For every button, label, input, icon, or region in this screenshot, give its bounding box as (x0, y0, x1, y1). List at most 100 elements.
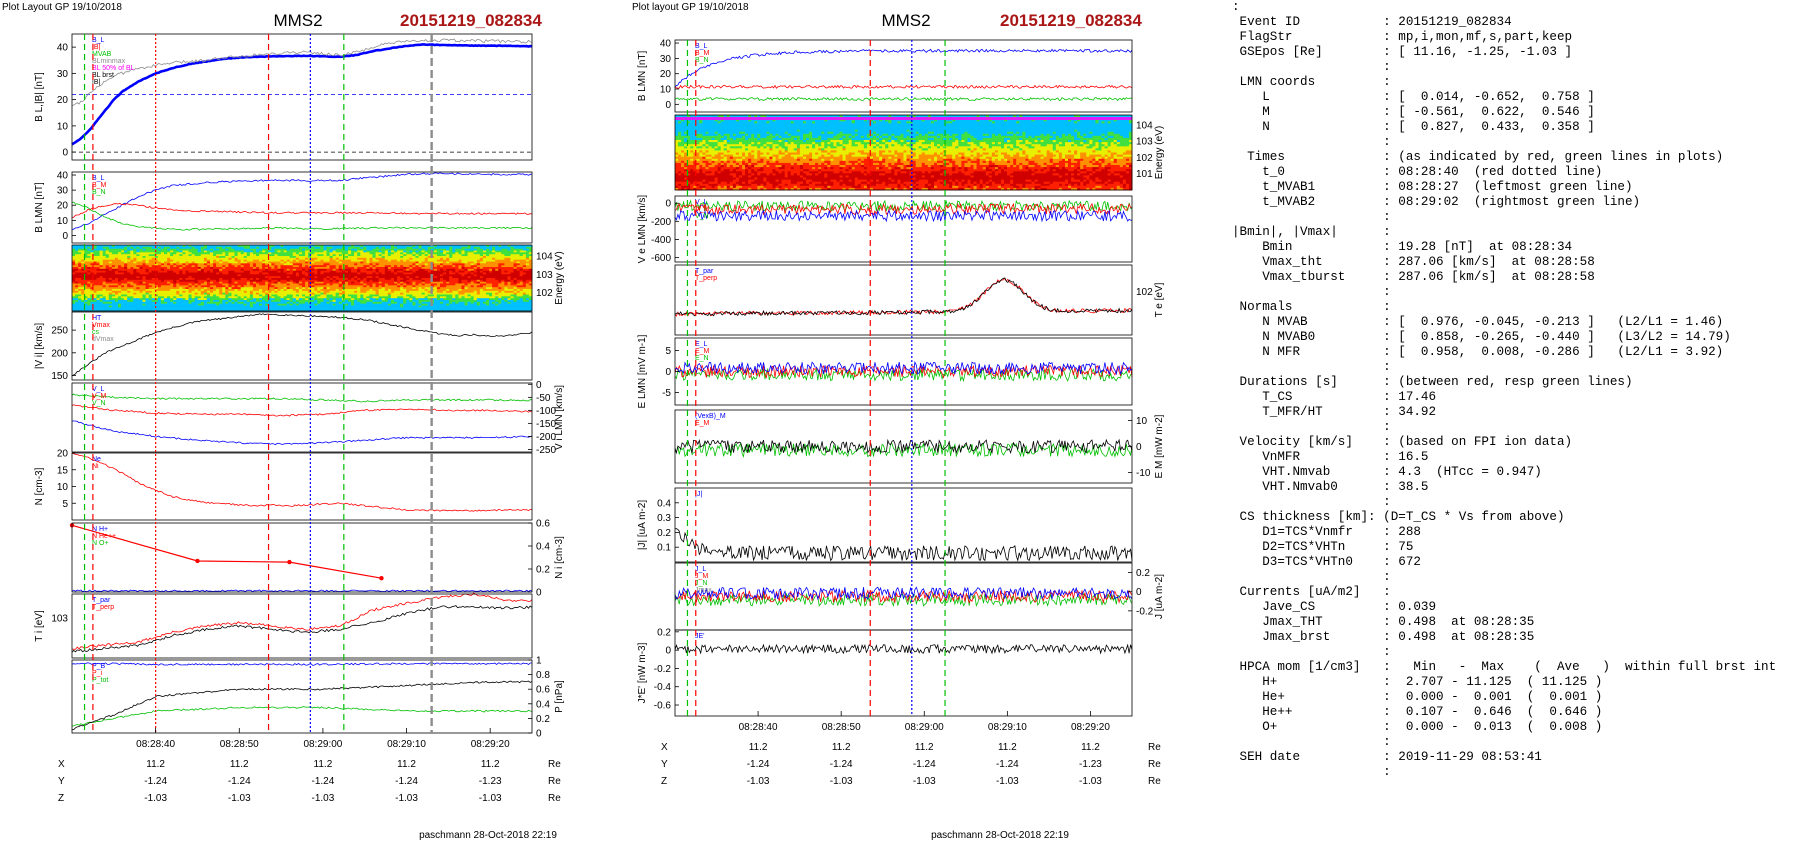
heatmap-cell (479, 272, 484, 275)
heatmap-cell (292, 294, 297, 297)
heatmap-cell (108, 272, 113, 275)
heatmap-cell (271, 309, 275, 312)
heatmap-cell (243, 267, 248, 270)
heatmap-cell (102, 287, 107, 290)
heatmap-cell (268, 281, 272, 284)
heatmap-cell (148, 307, 153, 310)
heatmap-cell (240, 250, 245, 253)
heatmap-cell (219, 256, 223, 259)
heatmap-cell (482, 303, 487, 306)
y-tick-label: 20 (57, 95, 69, 106)
heatmap-cell (400, 303, 404, 306)
heatmap-cell (262, 261, 266, 264)
heatmap-cell (256, 246, 260, 249)
heatmap-cell (148, 250, 153, 253)
heatmap-cell (295, 305, 300, 308)
heatmap-cell (329, 301, 334, 304)
heatmap-cell (99, 250, 104, 253)
heatmap-cell (369, 281, 373, 284)
heatmap-cell (277, 250, 281, 253)
heatmap-cell (354, 274, 358, 277)
heatmap-cell (268, 268, 272, 271)
heatmap-cell (197, 259, 202, 262)
heatmap-cell (458, 256, 462, 259)
heatmap-cell (440, 246, 444, 249)
legend-entry: B_N (92, 189, 106, 196)
heatmap-cell (458, 296, 462, 299)
heatmap-cell (228, 272, 232, 275)
heatmap-cell (320, 305, 324, 308)
heatmap-cell (170, 261, 174, 264)
heatmap-cell (283, 261, 288, 264)
heatmap-cell (412, 268, 416, 271)
heatmap-cell (81, 263, 85, 266)
heatmap-cell (302, 263, 306, 266)
heatmap-cell (249, 281, 254, 284)
heatmap-cell (489, 301, 493, 304)
heatmap-cell (452, 296, 456, 299)
heatmap-cell (369, 292, 373, 295)
heatmap-cell (219, 309, 223, 312)
heatmap-cell (406, 285, 410, 288)
heatmap-cell (436, 307, 441, 310)
heatmap-cell (464, 259, 468, 262)
heatmap-cell (136, 294, 140, 297)
heatmap-cell (446, 292, 450, 295)
heatmap-cell (173, 309, 177, 312)
heatmap-cell (409, 248, 413, 251)
heatmap-cell (157, 254, 162, 257)
heatmap-cell (164, 263, 168, 266)
heatmap-cell (124, 268, 128, 271)
heatmap-cell (90, 298, 94, 301)
heatmap-cell (259, 263, 263, 266)
heatmap-cell (452, 287, 456, 290)
heatmap-cell (154, 290, 159, 293)
heatmap-cell (409, 285, 413, 288)
heatmap-cell (421, 290, 426, 293)
heatmap-cell (130, 245, 134, 248)
heatmap-cell (415, 254, 419, 257)
heatmap-cell (461, 300, 465, 303)
heatmap-cell (283, 268, 288, 271)
heatmap-cell (280, 261, 284, 264)
heatmap-cell (81, 309, 85, 312)
heatmap-cell (148, 305, 153, 308)
heatmap-cell (246, 279, 251, 282)
heatmap-cell (225, 287, 229, 290)
heatmap-cell (326, 298, 330, 301)
heatmap-cell (136, 254, 140, 257)
heatmap-cell (283, 301, 288, 304)
heatmap-cell (323, 250, 327, 253)
heatmap-cell (256, 257, 260, 260)
heatmap-cell (305, 245, 309, 248)
heatmap-cell (440, 294, 444, 297)
heatmap-cell (108, 309, 113, 312)
heatmap-cell (213, 272, 217, 275)
heatmap-cell (274, 300, 278, 303)
heatmap-cell (194, 267, 199, 270)
heatmap-cell (87, 276, 91, 279)
heatmap-cell (326, 254, 330, 257)
heatmap-cell (366, 265, 370, 268)
heatmap-cell (114, 248, 119, 251)
heatmap-cell (403, 294, 407, 297)
heatmap-cell (182, 289, 186, 292)
heatmap-cell (440, 248, 444, 251)
heatmap-cell (394, 298, 398, 301)
heatmap-cell (142, 300, 146, 303)
heatmap-cell (182, 268, 186, 271)
heatmap-cell (102, 261, 107, 264)
heatmap-cell (366, 274, 370, 277)
heatmap-cell (446, 285, 450, 288)
heatmap-cell (213, 274, 217, 277)
heatmap-cell (397, 276, 401, 279)
heatmap-cell (357, 307, 361, 310)
heatmap-cell (231, 296, 235, 299)
heatmap-cell (228, 279, 232, 282)
heatmap-cell (332, 289, 337, 292)
heatmap-cell (274, 257, 278, 260)
heatmap-cell (216, 267, 220, 270)
heatmap-cell (311, 276, 315, 279)
heatmap-cell (360, 300, 364, 303)
heatmap-cell (421, 279, 426, 282)
